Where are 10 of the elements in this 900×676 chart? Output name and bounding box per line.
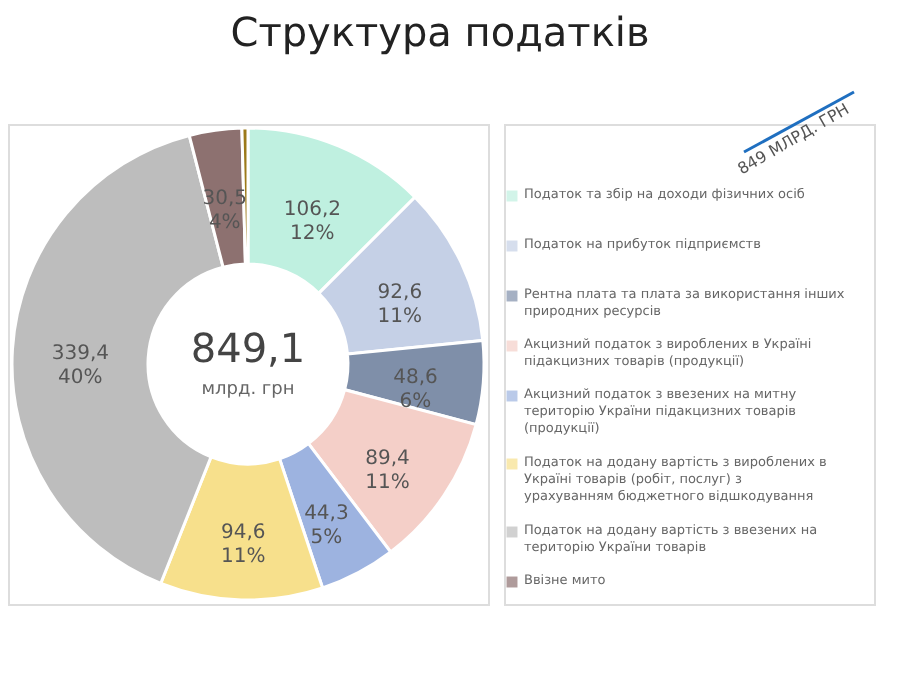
data-label: 106,2 12%	[283, 198, 341, 245]
chart-title: Структура податків	[230, 7, 650, 56]
text: млрд. грн	[201, 380, 295, 400]
text: 849,1	[190, 324, 306, 372]
data-label: 92,6 11%	[377, 282, 423, 329]
data-label: 44,3 5%	[304, 502, 349, 549]
data-label: 339,4 40%	[51, 343, 109, 390]
data-label: 94,6 11%	[220, 521, 266, 568]
data-label: 48,6 6%	[393, 367, 438, 414]
data-label: 89,4 11%	[365, 447, 410, 494]
